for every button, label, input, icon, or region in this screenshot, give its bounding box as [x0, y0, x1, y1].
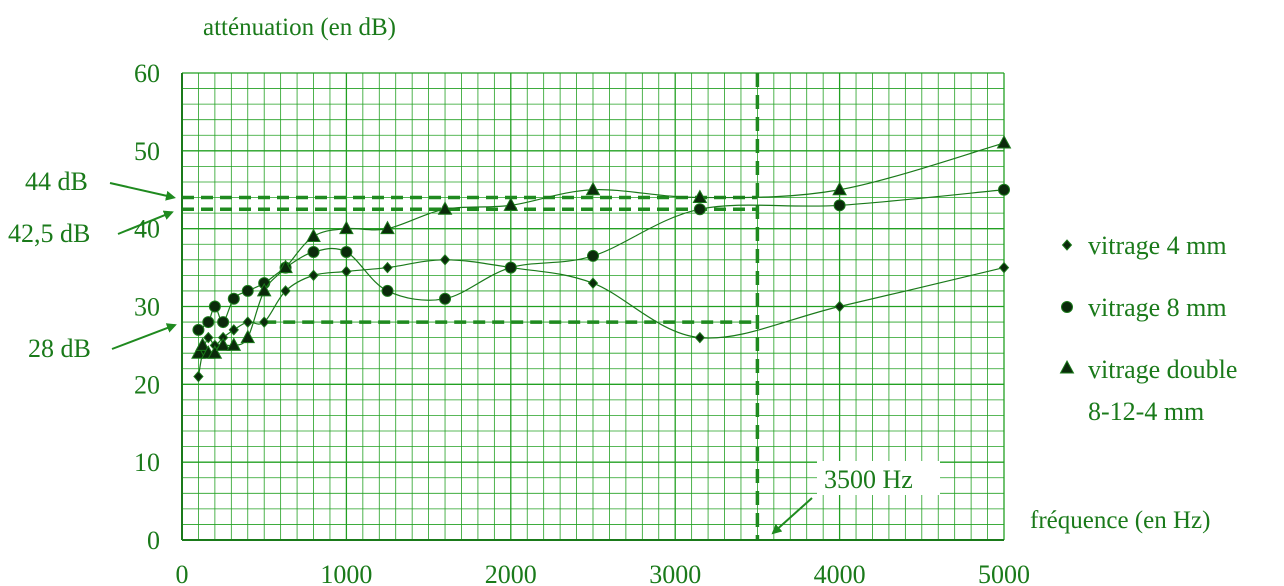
- legend-marker: [1059, 359, 1075, 374]
- legend-label: vitrage double: [1088, 355, 1237, 384]
- data-point: [504, 261, 517, 274]
- grid: [181, 72, 1005, 541]
- data-point: [193, 370, 204, 383]
- data-point: [341, 265, 352, 278]
- data-point: [380, 220, 395, 235]
- reference-label: 42,5 dB: [8, 219, 90, 248]
- data-point: [439, 254, 451, 266]
- y-tick-label: 0: [147, 526, 160, 555]
- data-point: [215, 337, 231, 351]
- data-point: [202, 316, 215, 329]
- data-point: [585, 181, 601, 196]
- data-point: [587, 249, 599, 262]
- data-point: [834, 300, 845, 313]
- reference-label: 44 dB: [25, 167, 88, 196]
- data-point: [998, 183, 1010, 196]
- data-point: [242, 316, 253, 328]
- data-point: [503, 197, 519, 211]
- y-tick-label: 10: [134, 448, 160, 477]
- legend-item: vitrage 4 mm: [1061, 231, 1227, 260]
- legend-marker: [1061, 239, 1073, 251]
- y-axis-title: atténuation (en dB): [203, 14, 396, 41]
- data-point: [998, 261, 1010, 274]
- data-point: [996, 135, 1012, 149]
- data-point: [240, 329, 256, 344]
- data-point: [437, 201, 453, 215]
- x-tick-label: 5000: [978, 560, 1030, 586]
- legend-label: vitrage 8 mm: [1088, 293, 1227, 322]
- data-point: [228, 324, 239, 336]
- y-tick-label: 50: [134, 137, 160, 166]
- series-line: [197, 259, 1005, 377]
- legend: vitrage 4 mm vitrage 8 mm vitrage double 8-…: [1059, 231, 1237, 426]
- data-point: [256, 282, 272, 297]
- data-point: [207, 345, 223, 359]
- series-3: [191, 135, 1012, 359]
- data-point: [382, 261, 393, 274]
- data-point: [381, 284, 394, 297]
- annotation-arrow: [117, 210, 174, 235]
- annotation-arrow: [109, 182, 176, 201]
- data-point: [587, 277, 599, 289]
- data-point: [278, 259, 293, 274]
- legend-item: vitrage double 8-12-4 mm: [1059, 355, 1237, 426]
- x-tick-label: 2000: [485, 560, 537, 586]
- data-point: [306, 228, 321, 242]
- data-point: [241, 284, 254, 297]
- data-point: [280, 285, 291, 297]
- annotation-background: [817, 461, 940, 495]
- data-point: [340, 246, 353, 259]
- data-point: [259, 316, 270, 328]
- x-axis-title: fréquence (en Hz): [1030, 507, 1210, 534]
- legend-label: 8-12-4 mm: [1088, 397, 1204, 426]
- data-point: [694, 331, 706, 344]
- data-point: [203, 331, 214, 344]
- legend-marker: [1061, 301, 1073, 313]
- data-point: [439, 292, 452, 305]
- y-tick-label: 60: [134, 59, 160, 88]
- y-tick-label: 30: [134, 293, 160, 322]
- data-point: [192, 323, 205, 336]
- annotation-arrow: [771, 497, 813, 535]
- x-tick-label: 3000: [649, 560, 701, 586]
- legend-item: vitrage 8 mm: [1061, 293, 1227, 322]
- reference-label: 28 dB: [28, 334, 91, 363]
- series-line: [197, 142, 1005, 355]
- data-point: [191, 345, 206, 359]
- data-point: [208, 300, 221, 313]
- legend-label: vitrage 4 mm: [1088, 231, 1227, 260]
- data-point: [195, 337, 210, 351]
- data-point: [226, 337, 242, 351]
- x-tick-label: 4000: [814, 560, 866, 586]
- data-point: [693, 203, 706, 216]
- reference-lines: 44 dB 42,5 dB 28 dB 3500 Hz: [8, 73, 940, 540]
- data-point: [339, 220, 354, 235]
- data-point: [308, 269, 319, 282]
- y-tick-label: 40: [134, 215, 160, 244]
- data-point: [692, 189, 708, 204]
- data-point: [833, 199, 846, 212]
- data-point: [227, 292, 240, 305]
- series-1: [193, 254, 1010, 383]
- data-point: [307, 246, 320, 259]
- x-tick-label: 1000: [320, 560, 372, 586]
- y-tick-label: 20: [134, 370, 160, 399]
- x-tick-label: 0: [176, 560, 189, 586]
- data-point: [832, 181, 847, 196]
- axes: 0 1000 2000 3000 4000 5000 0 10 20 30 40 50 60: [134, 59, 1030, 586]
- annotation-arrow: [111, 323, 177, 350]
- data-point: [217, 316, 230, 329]
- series-layer: [191, 135, 1012, 383]
- reference-label: 3500 Hz: [824, 465, 913, 494]
